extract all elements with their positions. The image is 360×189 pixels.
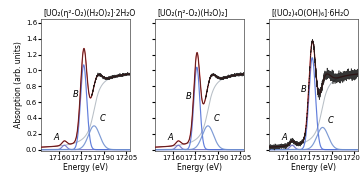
Text: C: C	[328, 116, 334, 125]
Text: B: B	[186, 91, 192, 101]
Text: B: B	[73, 90, 78, 99]
X-axis label: Energy (eV): Energy (eV)	[63, 163, 108, 172]
Text: B: B	[301, 85, 307, 94]
Text: C: C	[99, 115, 105, 123]
Text: A: A	[53, 133, 59, 142]
Y-axis label: Absorption (arb. units): Absorption (arb. units)	[14, 42, 23, 129]
Text: C: C	[213, 115, 219, 123]
Text: [UO₂(η²-O₂)(H₂O)₂]·2H₂O: [UO₂(η²-O₂)(H₂O)₂]·2H₂O	[43, 9, 135, 18]
Text: [(UO₂)₄O(OH)₆]·6H₂O: [(UO₂)₄O(OH)₆]·6H₂O	[271, 9, 349, 18]
Text: [UO₂(η²-O₂)(H₂O)₂]: [UO₂(η²-O₂)(H₂O)₂]	[157, 9, 228, 18]
X-axis label: Energy (eV): Energy (eV)	[177, 163, 222, 172]
X-axis label: Energy (eV): Energy (eV)	[291, 163, 336, 172]
Text: A: A	[281, 133, 287, 142]
Text: A: A	[167, 133, 173, 142]
